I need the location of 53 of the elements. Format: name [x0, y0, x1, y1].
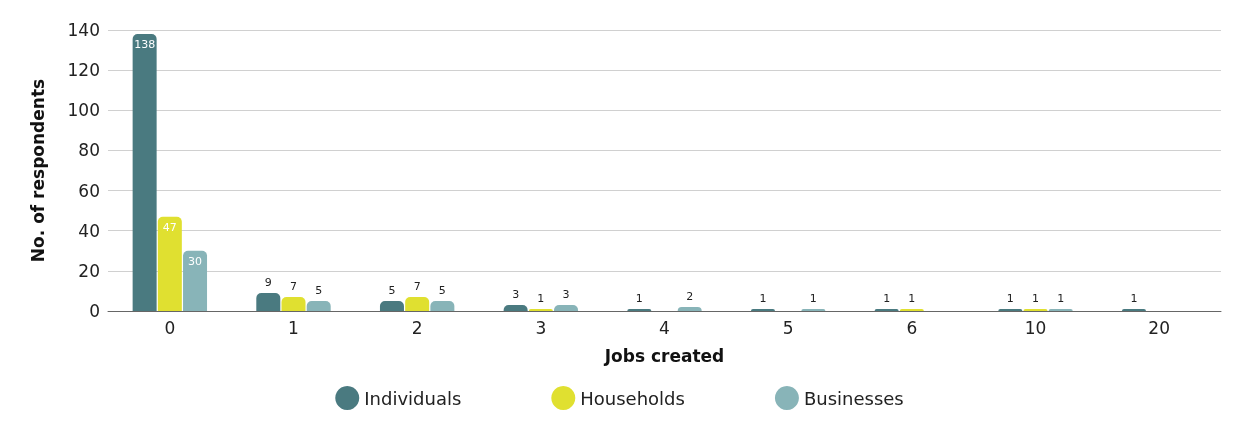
y-tick-label: 0 [89, 301, 100, 321]
y-tick-label: 140 [67, 20, 100, 40]
data-label: 1 [809, 291, 817, 305]
legend-label: Households [580, 387, 685, 409]
data-label: 3 [512, 287, 520, 301]
x-tick-label: 3 [535, 317, 547, 338]
y-tick-label: 40 [78, 220, 100, 241]
data-label: 1 [1057, 291, 1065, 305]
data-label: 5 [388, 283, 396, 297]
x-tick-label: 5 [782, 317, 794, 338]
bar [430, 300, 455, 311]
bar [157, 216, 182, 311]
y-tick-label: 100 [67, 100, 100, 121]
bar [281, 296, 306, 311]
x-tick-label: 2 [411, 317, 423, 338]
x-tick-label: 6 [906, 317, 918, 338]
data-label: 7 [290, 279, 297, 293]
y-tick-label: 80 [78, 140, 100, 161]
x-tick-label: 10 [1024, 317, 1047, 338]
data-label: 1 [1130, 291, 1138, 305]
data-label: 5 [315, 283, 323, 297]
x-axis-title: Jobs created [603, 345, 725, 366]
x-tick-label: 0 [164, 317, 176, 338]
x-tick-label: 20 [1148, 317, 1170, 338]
y-axis-title: No. of respondents [27, 78, 48, 263]
x-tick-label: 1 [288, 317, 299, 338]
data-label: 3 [562, 287, 570, 301]
data-label: 1 [1032, 291, 1039, 305]
data-label: 9 [264, 275, 272, 289]
data-label: 138 [134, 38, 156, 52]
legend-label: Individuals [364, 387, 462, 409]
bar [183, 250, 208, 311]
data-label: 1 [759, 291, 767, 305]
y-tick-label: 20 [78, 260, 100, 281]
bar [306, 300, 331, 311]
data-label: 1 [635, 291, 643, 305]
legend-label: Businesses [803, 387, 904, 409]
bar [132, 34, 157, 311]
bar [256, 292, 281, 311]
bar [379, 300, 404, 311]
bar [405, 296, 430, 311]
data-label: 5 [438, 283, 446, 297]
data-label: 2 [686, 289, 694, 303]
data-label: 1 [883, 291, 891, 305]
data-label: 47 [162, 220, 177, 234]
y-tick-label: 60 [78, 180, 100, 201]
data-label: 1 [537, 291, 545, 305]
data-label: 30 [188, 254, 203, 268]
x-tick-label: 4 [659, 317, 670, 338]
data-label: 1 [1006, 291, 1014, 305]
data-label: 7 [413, 279, 421, 293]
data-label: 1 [908, 291, 916, 305]
y-tick-label: 120 [67, 60, 100, 81]
